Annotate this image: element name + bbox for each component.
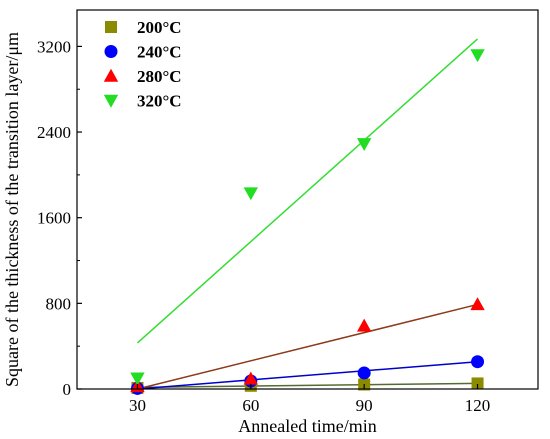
point-series-1-3 [471, 355, 485, 369]
x-tick-label-120: 120 [465, 396, 491, 415]
point-series-1-2 [357, 366, 371, 380]
legend: 200°C 240°C 280°C 320°C [103, 18, 182, 111]
y-axis-title: Square of the thickness of the transitio… [2, 32, 22, 387]
legend-label-0: 200°C [137, 18, 182, 37]
y-tick-label-2400: 2400 [37, 123, 71, 142]
y-tick-label-1600: 1600 [37, 209, 71, 228]
x-tick-label-90: 90 [356, 396, 373, 415]
legend-label-3: 320°C [137, 92, 182, 111]
y-tick-label-800: 800 [46, 294, 72, 313]
fit-line-series-0 [137, 382, 478, 389]
point-series-0-3 [471, 377, 484, 390]
legend-label-2: 280°C [137, 67, 182, 86]
y-tick-label-0: 0 [63, 380, 72, 399]
legend-marker-2 [103, 68, 119, 82]
axis-ticks [77, 45, 479, 390]
point-series-2-1 [243, 371, 259, 385]
point-series-3-1 [243, 187, 259, 201]
x-axis-title: Annealed time/min [238, 416, 376, 436]
point-series-3-3 [470, 49, 485, 63]
x-tick-label-60: 60 [242, 396, 259, 415]
fit-line-series-2 [137, 303, 478, 390]
point-series-2-2 [356, 318, 372, 332]
fit-line-series-3 [136, 38, 479, 344]
plot-frame [76, 9, 539, 390]
legend-label-1: 240°C [137, 43, 182, 62]
data-markers [130, 49, 485, 395]
x-tick-label-30: 30 [129, 396, 146, 415]
point-series-3-2 [356, 138, 372, 152]
y-tick-label-3200: 3200 [37, 37, 71, 56]
fit-lines [136, 38, 479, 390]
axis-tick-labels: 30 60 90 120 0 800 1600 2400 3200 [37, 37, 490, 415]
point-series-3-0 [130, 372, 145, 386]
fit-line-series-1 [137, 360, 478, 390]
legend-marker-3 [103, 94, 119, 108]
legend-marker-0 [105, 21, 117, 33]
point-series-2-3 [470, 297, 485, 311]
legend-marker-1 [104, 45, 118, 58]
